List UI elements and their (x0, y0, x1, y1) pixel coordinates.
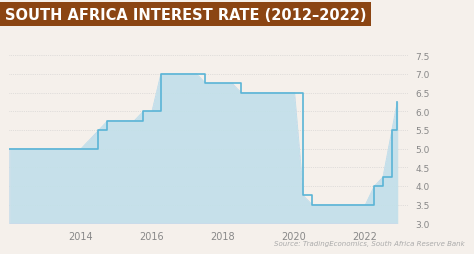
Text: SOUTH AFRICA INTEREST RATE (2012–2022): SOUTH AFRICA INTEREST RATE (2012–2022) (5, 8, 366, 23)
Text: Source: TradingEconomics, South Africa Reserve Bank: Source: TradingEconomics, South Africa R… (274, 240, 465, 246)
